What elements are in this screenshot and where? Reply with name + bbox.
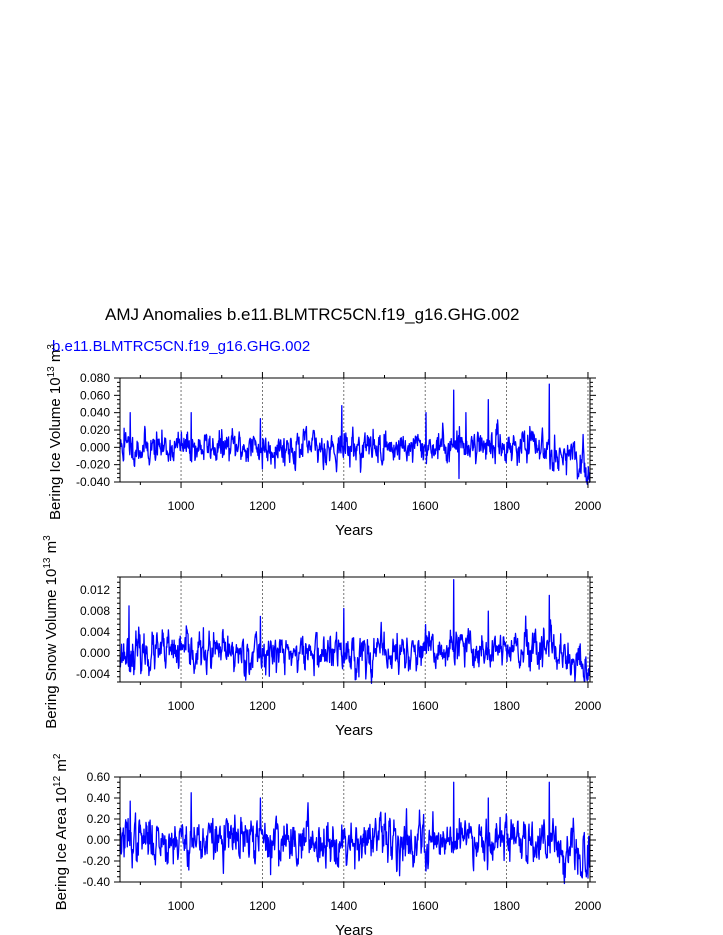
y-tick-label: 0.40 xyxy=(87,791,111,805)
y-tick-label: -0.40 xyxy=(83,875,111,889)
chart-title: AMJ Anomalies b.e11.BLMTRC5CN.f19_g16.GH… xyxy=(105,305,520,324)
y-tick-label: 0.20 xyxy=(87,812,111,826)
x-tick-label: 1600 xyxy=(412,699,439,713)
x-tick-label: 1400 xyxy=(330,499,357,513)
x-tick-label: 1600 xyxy=(412,899,439,913)
y-axis-label: Bering Ice Volume 1013 m3 xyxy=(46,344,64,520)
x-tick-label: 1400 xyxy=(330,899,357,913)
x-tick-label: 2000 xyxy=(575,899,602,913)
y-tick-label: 0.020 xyxy=(80,423,110,437)
x-tick-label: 1400 xyxy=(330,699,357,713)
x-tick-label: 1600 xyxy=(412,499,439,513)
x-axis-label: Years xyxy=(335,722,373,739)
x-tick-label: 1200 xyxy=(249,899,276,913)
y-tick-label: 0.000 xyxy=(80,646,110,660)
x-tick-label: 2000 xyxy=(575,699,602,713)
y-tick-label: 0.080 xyxy=(80,371,110,385)
y-tick-label: 0.012 xyxy=(80,583,110,597)
chart-panel-3: 1000 1200 1400 1600 1800 2000 Years -0.40 -0.20 0… xyxy=(52,753,602,935)
x-axis-label: Years xyxy=(335,522,373,539)
y-tick-label: 0.040 xyxy=(80,406,110,420)
y-tick-label: 0.008 xyxy=(80,604,110,618)
x-tick-label: 1000 xyxy=(168,499,195,513)
x-tick-label: 1800 xyxy=(493,699,520,713)
chart-panel-2: 1000 1200 1400 1600 1800 2000 Years -0.004 0.000… xyxy=(42,535,602,739)
y-tick-label: -0.040 xyxy=(76,475,110,489)
y-axis-label: Bering Snow Volume 1013 m3 xyxy=(42,535,60,729)
y-tick-label: -0.004 xyxy=(76,667,110,681)
y-tick-label: 0.060 xyxy=(80,388,110,402)
x-tick-label: 2000 xyxy=(575,499,602,513)
y-tick-label: 0.60 xyxy=(87,770,111,784)
series-line xyxy=(119,781,591,885)
y-tick-label: 0.00 xyxy=(87,833,111,847)
y-tick-label: -0.020 xyxy=(76,458,110,472)
y-tick-label: -0.20 xyxy=(83,854,111,868)
y-axis-label: Bering Ice Area 1012 m2 xyxy=(52,753,70,910)
chart-panel-1: 1000 1200 1400 1600 1800 2000 Years -0.040 -0.02… xyxy=(46,344,602,539)
series-line xyxy=(119,383,591,485)
x-tick-label: 1200 xyxy=(249,499,276,513)
x-axis-label: Years xyxy=(335,922,373,935)
x-tick-label: 1800 xyxy=(493,499,520,513)
x-tick-label: 1000 xyxy=(168,699,195,713)
series-line xyxy=(119,578,591,685)
x-tick-label: 1800 xyxy=(493,899,520,913)
x-tick-label: 1000 xyxy=(168,899,195,913)
y-tick-label: 0.004 xyxy=(80,625,110,639)
x-tick-label: 1200 xyxy=(249,699,276,713)
chart-subtitle: b.e11.BLMTRC5CN.f19_g16.GHG.002 xyxy=(52,338,311,355)
y-tick-label: 0.000 xyxy=(80,440,110,454)
